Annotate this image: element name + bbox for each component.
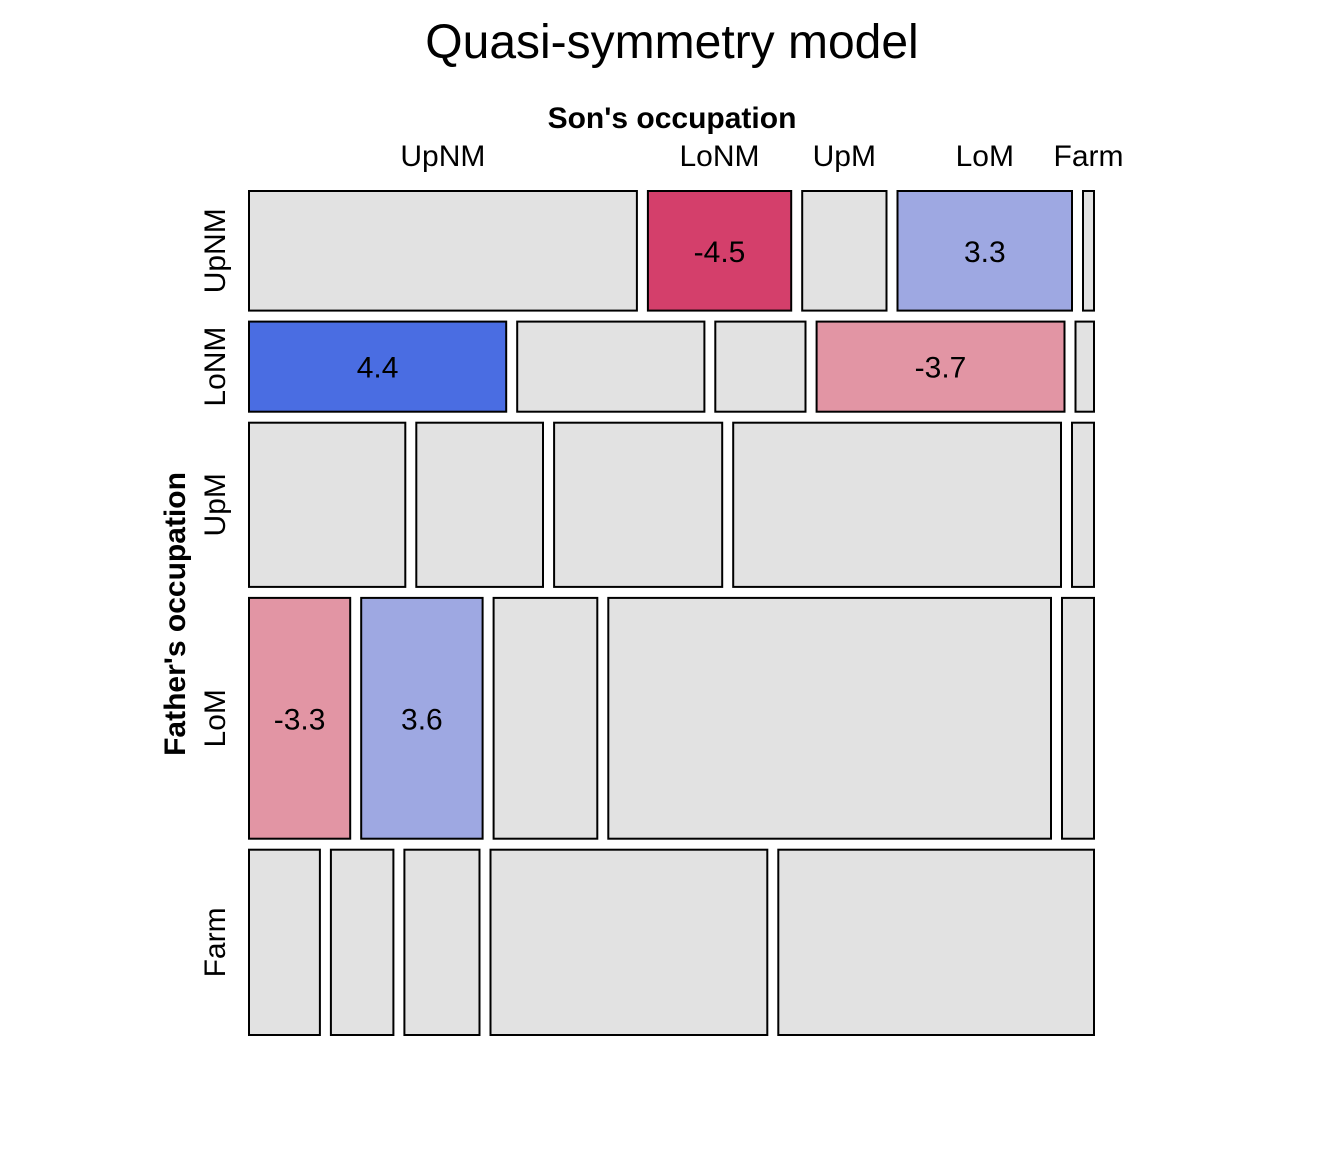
cell-upnm-upm: [801, 190, 888, 312]
cell-upm-upm: [553, 421, 724, 588]
row-tick-labels: UpNM LoNM UpM LoM Farm: [199, 208, 232, 977]
cell-farm-farm: [777, 848, 1095, 1037]
cell-lom-upm: [492, 596, 599, 840]
cell-label-upnm-lom: 3.3: [964, 236, 1006, 269]
x-axis-title: Son's occupation: [548, 102, 797, 135]
cell-farm-lom: [489, 848, 769, 1037]
col-tick-farm: Farm: [1054, 140, 1124, 173]
column-tick-labels: UpNM LoNM UpM LoM Farm: [400, 140, 1123, 173]
col-tick-lom: LoM: [956, 140, 1014, 173]
cell-farm-lonm: [329, 848, 395, 1037]
cell-lonm-lonm: [516, 320, 706, 413]
y-axis-title: Father's occupation: [159, 472, 192, 756]
cell-label-lonm-lom: -3.7: [915, 352, 967, 385]
cell-upnm-farm: [1082, 190, 1095, 312]
cell-farm-upnm: [248, 848, 321, 1037]
cell-upm-upnm: [248, 421, 407, 588]
cell-lonm-upnm: [248, 320, 508, 413]
cell-label-lom-lonm: 3.6: [401, 703, 443, 736]
row-tick-lom: LoM: [199, 689, 232, 747]
cell-lom-lom: [607, 596, 1052, 840]
row-tick-lonm: LoNM: [199, 327, 232, 407]
cell-upnm-upnm: [248, 190, 638, 312]
chart-title: Quasi-symmetry model: [425, 16, 918, 69]
cell-label-lonm-upnm: 4.4: [357, 352, 399, 385]
row-tick-upm: UpM: [199, 473, 232, 536]
col-tick-upnm: UpNM: [400, 140, 485, 173]
cell-label-upnm-lonm: -4.5: [694, 236, 746, 269]
cell-upnm-lom: [896, 190, 1073, 312]
cell-upnm-lonm: [646, 190, 793, 312]
col-tick-upm: UpM: [813, 140, 876, 173]
row-tick-upnm: UpNM: [199, 208, 232, 293]
cell-upm-lonm: [415, 421, 544, 588]
col-tick-lonm: LoNM: [679, 140, 759, 173]
cell-lom-farm: [1061, 596, 1095, 840]
cell-lom-upnm: [248, 596, 352, 840]
mosaic-cells: -4.5 3.3 4.4 -3.7 -3.3 3.6: [248, 190, 1095, 1037]
row-tick-farm: Farm: [199, 907, 232, 977]
cell-lonm-lom: [815, 320, 1066, 413]
cell-lonm-upm: [714, 320, 807, 413]
cell-lonm-farm: [1074, 320, 1095, 413]
cell-label-lom-upnm: -3.3: [274, 703, 326, 736]
cell-upm-lom: [732, 421, 1062, 588]
cell-farm-upm: [403, 848, 481, 1037]
cell-lom-lonm: [360, 596, 484, 840]
cell-upm-farm: [1071, 421, 1095, 588]
